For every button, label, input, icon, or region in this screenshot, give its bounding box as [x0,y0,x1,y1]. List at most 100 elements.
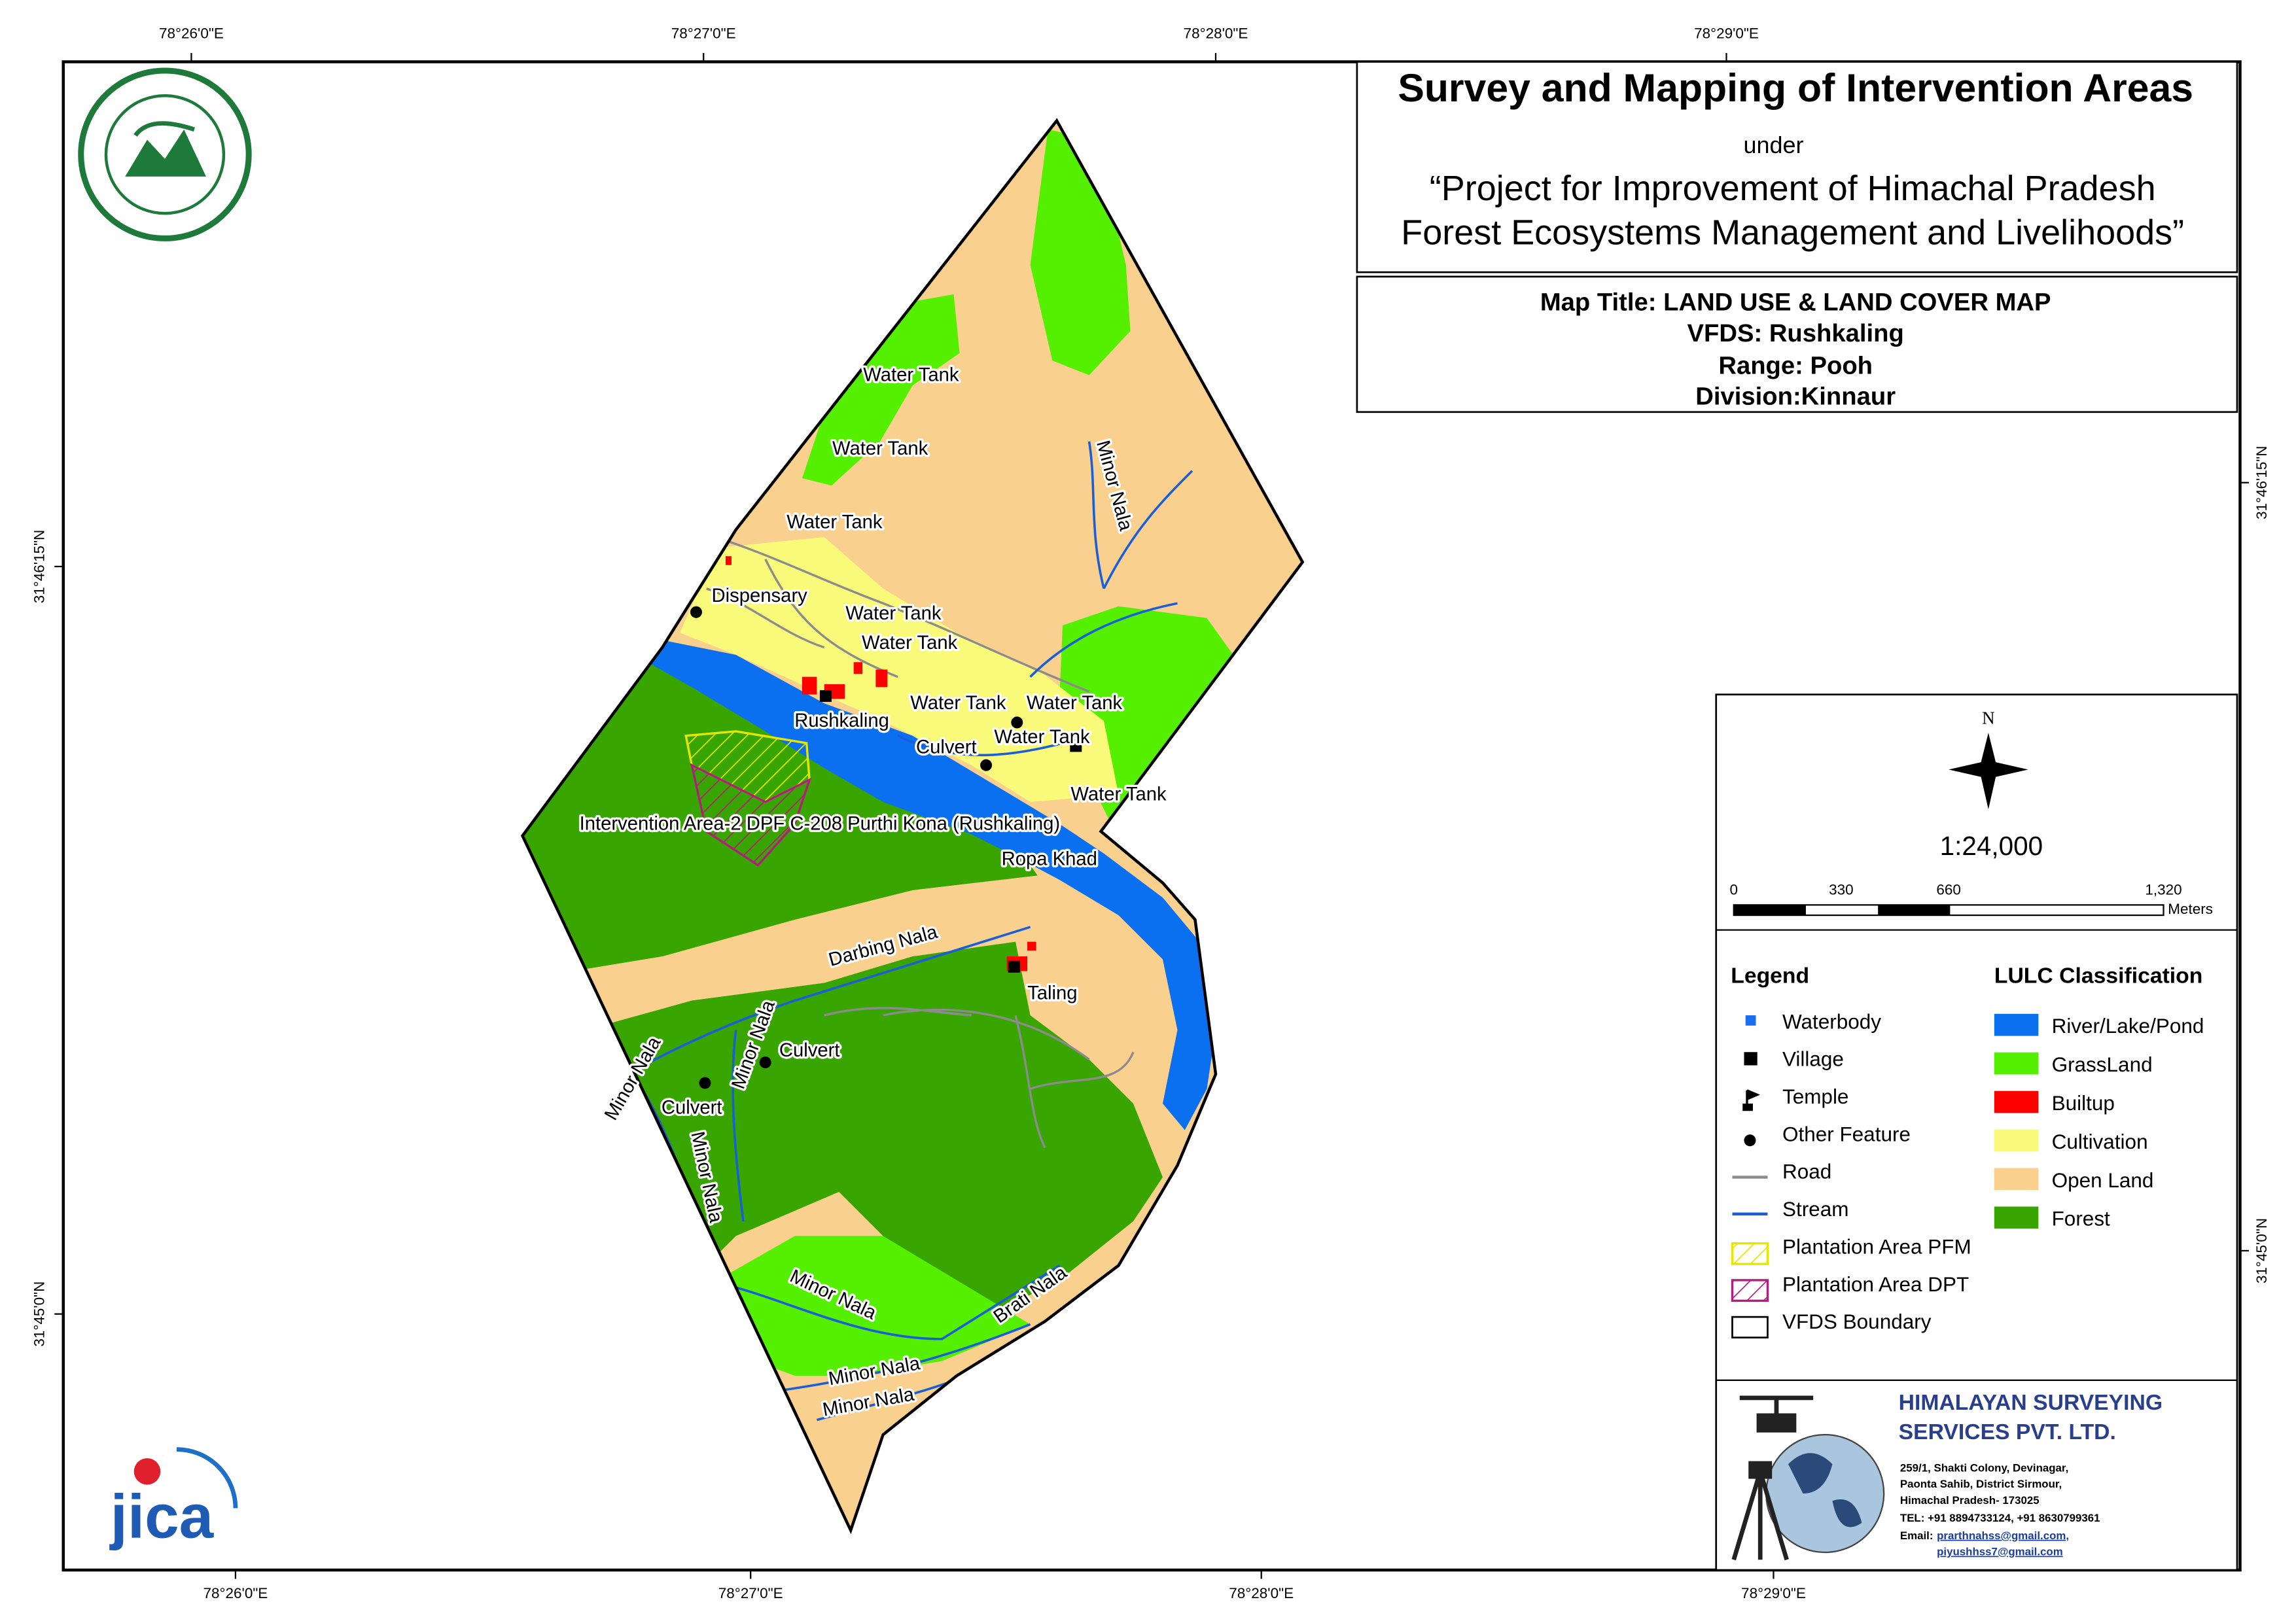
legend-label: Other Feature [1782,1122,1911,1145]
lulc-label: GrassLand [2052,1053,2153,1076]
grid-label: 31°46'15"N [2253,446,2270,520]
map-label: Water Tank [994,727,1090,748]
forest [559,941,1163,1325]
legend-label: Stream [1782,1197,1848,1221]
scale-bar [1733,904,2164,916]
vfds-boundary [520,118,1305,1535]
legend-label: VFDS Boundary [1782,1310,1932,1333]
map-label: Taling [1027,983,1077,1003]
legend-title: Legend [1731,964,1809,988]
scale-unit: Meters [2168,901,2213,917]
cultivation [680,537,1119,802]
map-label: Culvert [916,737,977,758]
map-label: Water Tank [845,603,942,624]
map-frame [62,60,2242,1572]
grassland [692,1236,1031,1376]
legend-label: Village [1782,1047,1844,1071]
company-name: SERVICES PVT. LTD. [1899,1420,2116,1444]
address-line: Himachal Pradesh- 173025 [1900,1494,2040,1507]
map-label: Water Tank [862,633,958,654]
project-line: “Project for Improvement of Himachal Pra… [1430,169,2156,208]
map-label: Intervention Area-2 DPF C-208 Purthi Kon… [580,814,1060,835]
map-label: Culvert [779,1040,840,1061]
legend-symbols [1731,1015,1769,1338]
address-line: 259/1, Shakti Colony, Devinagar, [1900,1461,2068,1474]
lulc-swatch [1994,1091,2039,1113]
vfds: VFDS: Rushkaling [1687,319,1904,347]
grid-label: 78°29'0"E [1694,25,1759,41]
scale-tick: 660 [1936,882,1961,898]
lulc-swatch [1994,1129,2039,1152]
email-label: Email: [1900,1529,1934,1542]
map-label: Water Tank [910,693,1006,714]
lulc-list: River/Lake/Pond GrassLand Builtup Cultivati… [1994,1013,2204,1230]
road [706,540,1135,1149]
range: Range: Pooh [1718,351,1873,379]
company-logo [1731,1395,1885,1561]
grassland [802,294,960,486]
grid-label: 78°28'0"E [1229,1585,1294,1601]
legend-label: Waterbody [1782,1009,1881,1033]
grid-label: 78°27'0"E [671,25,736,41]
lulc-swatch [1994,1052,2039,1075]
grid-label: 78°29'0"E [1741,1585,1806,1601]
north-arrow [1949,733,2028,810]
lulc-title: LULC Classification [1994,964,2203,988]
company-name: HIMALAYAN SURVEYING [1899,1390,2163,1415]
map-label: Water Tank [832,438,928,459]
email: prarthnahss@gmail.com, [1937,1529,2069,1542]
lulc-label: Open Land [2052,1168,2154,1192]
title: Survey and Mapping of Intervention Areas [1398,65,2193,110]
legend-label: Temple [1782,1085,1849,1108]
graticule-ticks [54,52,2249,1579]
grid-label: 78°26'0"E [159,25,224,41]
grid-label: 31°45'0"N [31,1282,48,1347]
lulc-swatch [1994,1013,2039,1036]
jica-logo: jica [109,1447,238,1552]
map-label: Water Tank [1027,693,1123,714]
river [647,640,1216,1130]
map-label: Culvert [662,1098,722,1119]
legend-label: Plantation Area PFM [1782,1234,1971,1258]
point-features [690,606,1082,1089]
lulc-swatch [1994,1206,2039,1229]
grid-label: 78°26'0"E [203,1585,268,1601]
grid-label: 31°45'0"N [2253,1218,2270,1283]
legend-label: Plantation Area DPT [1782,1272,1969,1296]
jica-text: jica [109,1482,215,1552]
grid-label: 31°46'15"N [31,530,48,604]
north-label: N [1982,708,1995,728]
legend-list: Waterbody Village Temple Other Feature Road S… [1782,1009,1971,1333]
legend-label: Road [1782,1160,1831,1183]
address-line: Paonta Sahib, District Sirmour, [1900,1478,2062,1490]
project-line: Forest Ecosystems Management and Livelih… [1401,213,2184,252]
lulc-swatch [1994,1168,2039,1191]
map-title: Map Title: LAND USE & LAND COVER MAP [1540,288,2051,317]
grid-label: 78°27'0"E [718,1585,783,1601]
lulc-label: Forest [2052,1207,2110,1230]
scale-tick: 1,320 [2145,882,2181,898]
division: Division:Kinnaur [1695,383,1896,411]
lulc-label: Builtup [2052,1091,2115,1115]
plantation-dpt [690,763,812,867]
map-label: Water Tank [786,512,883,533]
scale-tick: 0 [1729,882,1738,898]
telephone: TEL: +91 8894733124, +91 8630799361 [1900,1512,2100,1524]
map-info-box [1356,275,2238,413]
email: piyushhss7@gmail.com [1937,1546,2063,1558]
map-label: Dispensary [712,585,808,606]
scale-tick: 330 [1829,882,1854,898]
forest-dept-logo [78,67,252,241]
map-label: Water Tank [863,365,959,386]
grid-label: 78°28'0"E [1184,25,1248,41]
title-box [1356,61,2238,273]
lulc-label: Cultivation [2052,1130,2148,1153]
side-panel [1715,693,2238,1571]
lulc-label: River/Lake/Pond [2052,1014,2204,1038]
map-label: Ropa Khad [1002,849,1097,870]
map-label: Water Tank [1070,784,1167,805]
scale-ratio: 1:24,000 [1940,831,2043,861]
map-label: Rushkaling [794,710,889,731]
under: under [1743,131,1803,158]
